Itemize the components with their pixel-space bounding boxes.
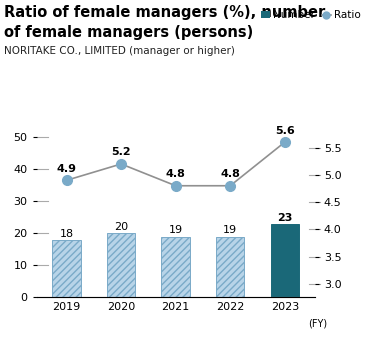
- Text: 4.8: 4.8: [166, 169, 186, 179]
- Text: 18: 18: [60, 228, 74, 239]
- Legend: Number, Ratio: Number, Ratio: [261, 10, 361, 20]
- Text: 20: 20: [114, 222, 128, 232]
- Text: 19: 19: [169, 225, 183, 235]
- Text: (FY): (FY): [308, 318, 327, 328]
- Bar: [270, 224, 299, 297]
- Text: 23: 23: [277, 213, 292, 222]
- Text: 4.9: 4.9: [57, 164, 76, 174]
- Text: 5.6: 5.6: [275, 126, 295, 136]
- Text: 5.2: 5.2: [111, 147, 131, 158]
- Text: 19: 19: [223, 225, 237, 235]
- Bar: [216, 237, 244, 297]
- Bar: [107, 234, 135, 297]
- Text: NORITAKE CO., LIMITED (manager or higher): NORITAKE CO., LIMITED (manager or higher…: [4, 46, 235, 56]
- Bar: [52, 240, 81, 297]
- Text: 4.8: 4.8: [220, 169, 240, 179]
- Bar: [161, 237, 190, 297]
- Text: Ratio of female managers (%), number: Ratio of female managers (%), number: [4, 5, 325, 20]
- Text: of female managers (persons): of female managers (persons): [4, 25, 253, 40]
